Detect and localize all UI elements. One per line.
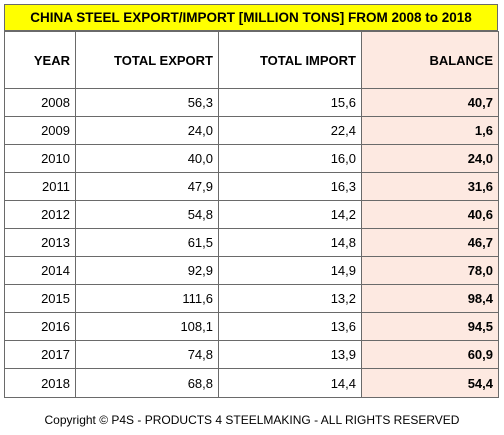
year-cell: 2009 <box>4 116 76 145</box>
total-export-cell: 111,6 <box>75 284 219 313</box>
year-cell: 2008 <box>4 88 76 117</box>
total-export-cell: 92,9 <box>75 256 219 285</box>
year-cell: 2013 <box>4 228 76 257</box>
total-export-cell: 56,3 <box>75 88 219 117</box>
table-row: 2018 68,8 14,4 54,4 <box>4 368 499 398</box>
year-cell: 2010 <box>4 144 76 173</box>
balance-cell: 60,9 <box>361 340 499 369</box>
table-row: 2013 61,5 14,8 46,7 <box>4 228 499 257</box>
year-cell: 2011 <box>4 172 76 201</box>
year-cell: 2016 <box>4 312 76 341</box>
balance-cell: 98,4 <box>361 284 499 313</box>
total-import-cell: 14,4 <box>218 368 362 398</box>
balance-cell: 1,6 <box>361 116 499 145</box>
total-import-cell: 13,6 <box>218 312 362 341</box>
data-table: YEAR TOTAL EXPORT TOTAL IMPORT BALANCE 2… <box>4 31 499 398</box>
total-import-cell: 16,3 <box>218 172 362 201</box>
total-export-cell: 108,1 <box>75 312 219 341</box>
table-row: 2017 74,8 13,9 60,9 <box>4 340 499 369</box>
total-export-cell: 47,9 <box>75 172 219 201</box>
table-row: 2016 108,1 13,6 94,5 <box>4 312 499 341</box>
copyright-footer: Copyright © P4S - PRODUCTS 4 STEELMAKING… <box>44 413 460 427</box>
year-cell: 2012 <box>4 200 76 229</box>
total-import-cell: 14,9 <box>218 256 362 285</box>
table-row: 2015 111,6 13,2 98,4 <box>4 284 499 313</box>
total-export-cell: 24,0 <box>75 116 219 145</box>
total-import-cell: 16,0 <box>218 144 362 173</box>
table-row: 2010 40,0 16,0 24,0 <box>4 144 499 173</box>
balance-cell: 46,7 <box>361 228 499 257</box>
table-row: 2008 56,3 15,6 40,7 <box>4 88 499 117</box>
table-row: 2011 47,9 16,3 31,6 <box>4 172 499 201</box>
total-import-cell: 13,9 <box>218 340 362 369</box>
total-import-cell: 14,2 <box>218 200 362 229</box>
balance-cell: 40,7 <box>361 88 499 117</box>
column-header-total-import: TOTAL IMPORT <box>218 31 362 89</box>
year-cell: 2017 <box>4 340 76 369</box>
balance-cell: 78,0 <box>361 256 499 285</box>
balance-cell: 40,6 <box>361 200 499 229</box>
column-header-year: YEAR <box>4 31 76 89</box>
total-import-cell: 13,2 <box>218 284 362 313</box>
total-export-cell: 68,8 <box>75 368 219 398</box>
year-cell: 2015 <box>4 284 76 313</box>
table-body: 2008 56,3 15,6 40,7 2009 24,0 22,4 1,6 2010 40,0 1… <box>4 88 499 398</box>
year-cell: 2014 <box>4 256 76 285</box>
column-header-total-export: TOTAL EXPORT <box>75 31 219 89</box>
total-import-cell: 14,8 <box>218 228 362 257</box>
total-export-cell: 40,0 <box>75 144 219 173</box>
total-export-cell: 54,8 <box>75 200 219 229</box>
table-row: 2012 54,8 14,2 40,6 <box>4 200 499 229</box>
table-row: 2009 24,0 22,4 1,6 <box>4 116 499 145</box>
balance-cell: 24,0 <box>361 144 499 173</box>
column-header-balance: BALANCE <box>361 31 499 89</box>
total-import-cell: 15,6 <box>218 88 362 117</box>
total-import-cell: 22,4 <box>218 116 362 145</box>
balance-cell: 54,4 <box>361 368 499 398</box>
balance-cell: 31,6 <box>361 172 499 201</box>
header-row: YEAR TOTAL EXPORT TOTAL IMPORT BALANCE <box>4 31 499 89</box>
balance-cell: 94,5 <box>361 312 499 341</box>
table-row: 2014 92,9 14,9 78,0 <box>4 256 499 285</box>
table-title: CHINA STEEL EXPORT/IMPORT [MILLION TONS]… <box>4 4 498 31</box>
year-cell: 2018 <box>4 368 76 398</box>
total-export-cell: 61,5 <box>75 228 219 257</box>
total-export-cell: 74,8 <box>75 340 219 369</box>
